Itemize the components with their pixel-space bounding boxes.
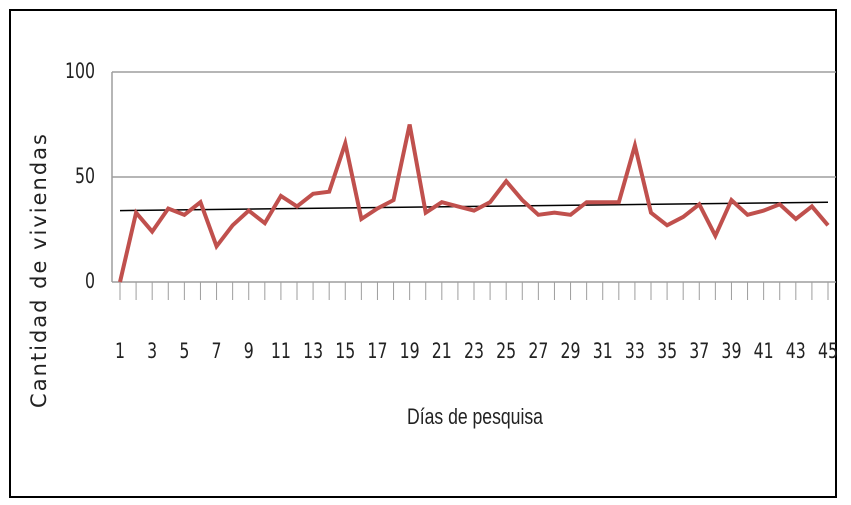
x-tick-label: 27 bbox=[528, 340, 548, 364]
x-tick-label: 33 bbox=[625, 340, 645, 364]
x-tick-label: 21 bbox=[432, 340, 452, 364]
y-tick-label: 50 bbox=[75, 165, 95, 189]
data-line bbox=[118, 124, 830, 283]
x-tick-label: 31 bbox=[593, 340, 613, 364]
x-tick-label: 17 bbox=[367, 340, 387, 364]
x-tick-label: 9 bbox=[244, 340, 254, 364]
x-tick-label: 23 bbox=[464, 340, 484, 364]
x-tick-label: 7 bbox=[212, 340, 222, 364]
frame bbox=[9, 9, 837, 498]
x-axis-title: Días de pesquisa bbox=[407, 405, 544, 429]
y-axis-title: Cantidad de viviendas bbox=[27, 132, 51, 408]
x-tick-label: 37 bbox=[689, 340, 709, 364]
trend-line bbox=[119, 201, 829, 212]
x-tick-label: 1 bbox=[115, 340, 125, 364]
x-tick-label: 35 bbox=[657, 340, 677, 364]
y-tick-label: 100 bbox=[65, 60, 95, 84]
x-tick-label: 45 bbox=[818, 340, 838, 364]
x-tick-label: 19 bbox=[400, 340, 420, 364]
x-tick-label: 15 bbox=[335, 340, 355, 364]
x-tick-label: 13 bbox=[303, 340, 323, 364]
x-tick-label: 25 bbox=[496, 340, 516, 364]
x-tick-label: 29 bbox=[561, 340, 581, 364]
y-tick-label: 0 bbox=[85, 270, 95, 294]
x-tick-label: 5 bbox=[179, 340, 189, 364]
x-tick-label: 41 bbox=[754, 340, 774, 364]
x-tick-label: 3 bbox=[147, 340, 157, 364]
x-tick-label: 43 bbox=[786, 340, 806, 364]
x-tick-label: 39 bbox=[721, 340, 741, 364]
x-tick-label: 11 bbox=[271, 340, 291, 364]
